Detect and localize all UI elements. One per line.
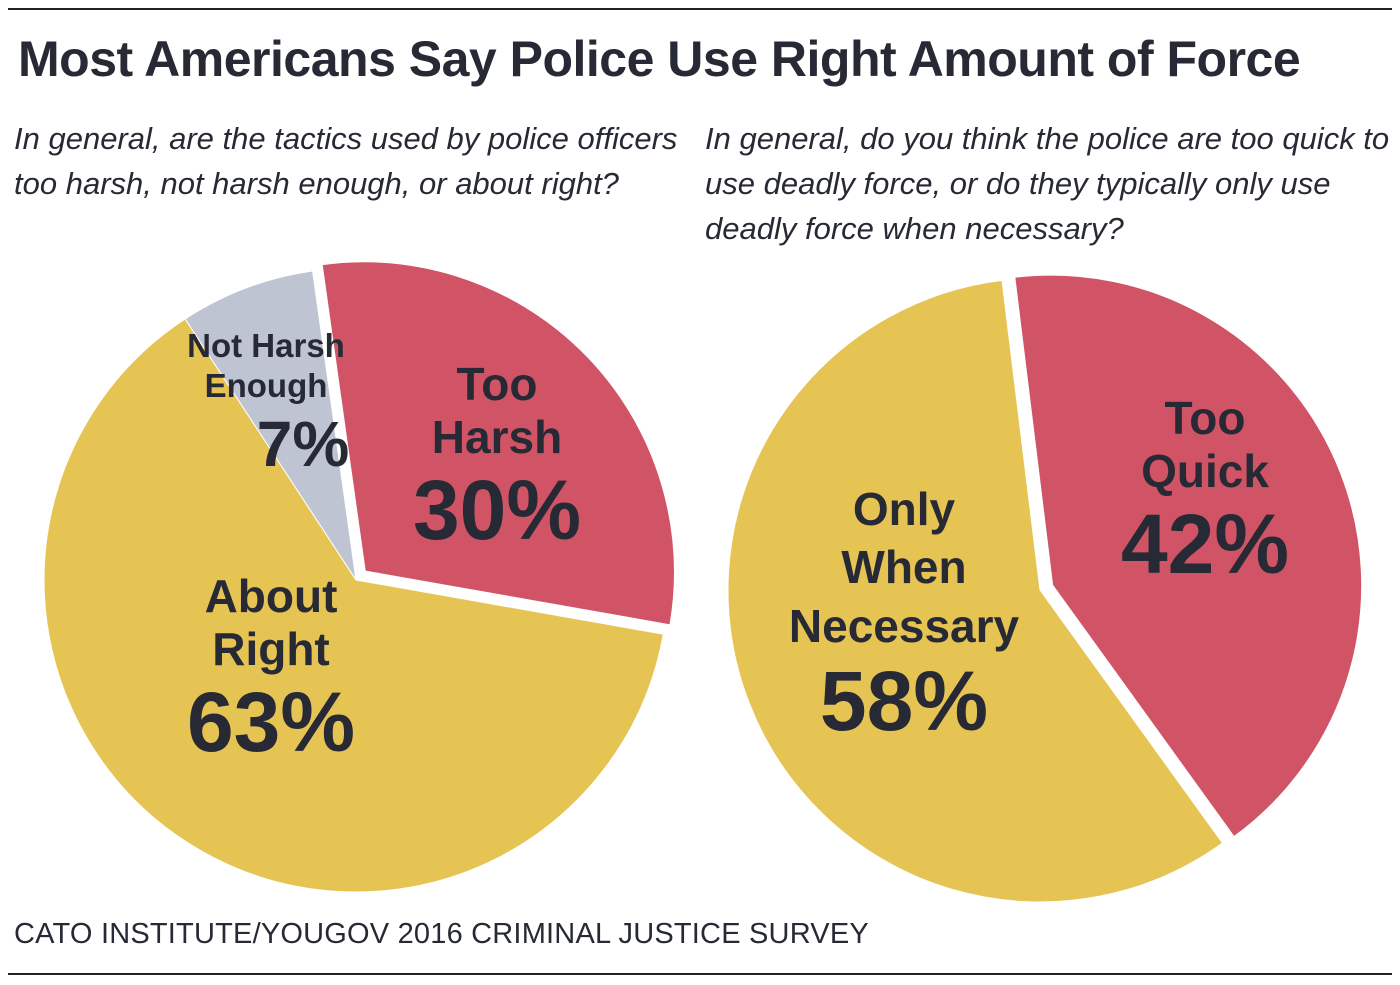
label-not-harsh-enough: Not Harsh Enough [187,327,345,404]
label-only-when-necessary: Only When Necessary 58% [788,483,1020,749]
left-pie-slice-too-harsh [318,258,678,629]
top-rule [8,8,1392,10]
label-too-harsh: Too Harsh 30% [412,358,582,557]
label-too-quick: Too Quick 42% [1120,392,1290,591]
source-note: CATO INSTITUTE/YOUGOV 2016 CRIMINAL JUST… [14,918,869,950]
value-too-harsh: 30% [412,462,582,557]
left-pie-slice-not-harsh-enough [184,270,357,581]
right-question: In general, do you think the police are … [705,121,1390,246]
bottom-rule [8,973,1392,975]
left-pie-slice-about-right [43,318,664,893]
value-too-quick: 42% [1120,496,1290,591]
left-question: In general, are the tactics used by poli… [14,121,678,201]
right-pie-slice-too-quick [1010,271,1366,842]
right-pie-slice-only-when [727,279,1224,903]
label-about-right: About Right 63% [186,570,356,769]
value-only-when-necessary: 58% [819,654,989,749]
value-not-harsh-enough: 7% [256,408,350,480]
value-about-right: 63% [186,674,356,769]
chart-title: Most Americans Say Police Use Right Amou… [18,31,1301,87]
